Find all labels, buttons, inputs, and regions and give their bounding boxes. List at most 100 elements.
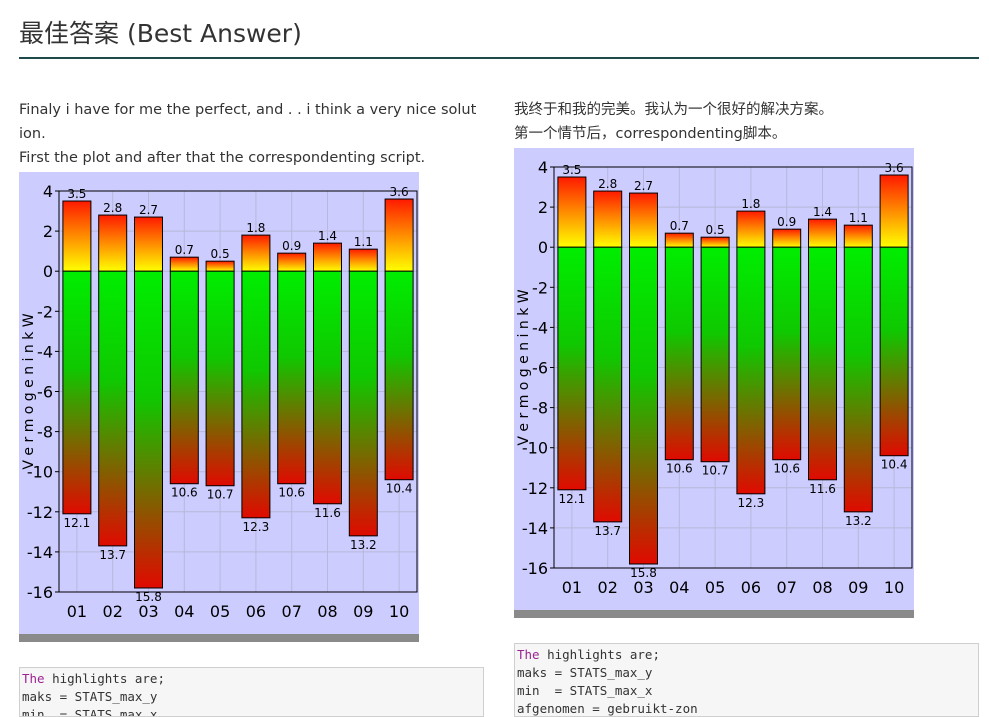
paragraph-line: First the plot and after that the corres…	[19, 150, 426, 166]
paragraph-line: 我终于和我的完美。我认为一个很好的解决方案。	[514, 102, 833, 118]
y-tick-label: -6	[532, 359, 548, 378]
bar-value-label: 3.5	[562, 163, 581, 177]
bar-value-label: 10.6	[278, 486, 305, 500]
bar-value-label: 10.4	[386, 482, 413, 496]
chart-shadow-bar	[19, 634, 419, 642]
bar-negative	[629, 246, 658, 565]
x-tick-label: 04	[174, 602, 194, 621]
bar-value-label: 15.8	[135, 590, 162, 604]
bar-chart-left: 4 2 0 -2 -4 -6 -8 -10 -12 -14 -16 V e r m o g e n i…	[19, 172, 419, 642]
bar-value-label: 0.5	[706, 223, 725, 237]
bar-value-label: 13.7	[594, 524, 621, 538]
bar-value-label: 1.8	[246, 221, 265, 235]
y-axis-label: V e r m o g e n i n k W	[21, 313, 37, 469]
bar-value-label: 12.3	[738, 496, 765, 510]
bar-negative	[808, 246, 837, 481]
bar-negative	[843, 246, 873, 513]
bar-positive	[313, 242, 342, 272]
page-title: 最佳答案 (Best Answer)	[19, 19, 302, 48]
bar-value-label: 1.1	[849, 211, 868, 225]
bar-value-label: 1.4	[318, 229, 337, 243]
y-tick-label: -12	[522, 479, 548, 498]
bar-positive	[700, 236, 730, 248]
bar-positive	[241, 234, 271, 272]
y-tick-label: -4	[532, 318, 548, 337]
bar-chart-right: 4 2 0 -2 -4 -6 -8 -10 -12 -14 -16 V e r m o g e n i…	[514, 148, 914, 618]
y-tick-label: -10	[522, 439, 548, 458]
y-tick-label: -6	[37, 383, 53, 402]
y-tick-label: 2	[43, 222, 53, 241]
bar-value-label: 3.6	[390, 185, 409, 199]
bar-positive	[772, 228, 802, 248]
bar-value-label: 15.8	[630, 566, 657, 580]
code-block-left[interactable]: The highlights are; maks = STATS_max_y m…	[19, 667, 484, 717]
bar-value-label: 10.6	[773, 462, 800, 476]
paragraph-line: Finaly i have for me the perfect, and . …	[19, 102, 477, 118]
y-tick-label: 0	[538, 238, 548, 257]
bar-value-label: 11.6	[314, 506, 341, 520]
bar-value-label: 1.8	[741, 197, 760, 211]
y-tick-label: -10	[27, 463, 53, 482]
y-tick-label: -16	[522, 559, 548, 578]
code-line: maks = STATS_max_y	[517, 665, 653, 680]
bar-negative	[134, 270, 163, 589]
x-tick-label: 07	[282, 602, 302, 621]
bar-positive	[348, 248, 378, 272]
bar-negative	[62, 270, 92, 515]
bar-positive	[557, 176, 587, 248]
bar-positive	[879, 174, 909, 248]
y-axis-label: V e r m o g e n i n k W	[516, 289, 532, 445]
answer-column-chinese: 我终于和我的完美。我认为一个很好的解决方案。 第一个情节后，correspond…	[514, 98, 984, 146]
bar-negative	[879, 246, 909, 457]
bar-value-label: 0.5	[211, 247, 230, 261]
y-tick-label: 2	[538, 198, 548, 217]
x-tick-label: 01	[562, 578, 582, 597]
bar-value-label: 13.2	[845, 514, 872, 528]
bar-value-label: 10.7	[702, 464, 729, 478]
bar-positive	[277, 252, 307, 272]
bar-value-label: 12.1	[64, 516, 91, 530]
bar-negative	[664, 246, 694, 461]
y-tick-label: -4	[37, 342, 53, 361]
bar-negative	[98, 270, 128, 547]
paragraph-line: 第一个情节后，correspondenting脚本。	[514, 126, 787, 142]
x-tick-label: 10	[884, 578, 904, 597]
answer-text: 我终于和我的完美。我认为一个很好的解决方案。 第一个情节后，correspond…	[514, 98, 984, 146]
code-line: min = STATS_max_x	[22, 707, 158, 717]
bar-positive	[384, 198, 414, 272]
bar-value-label: 2.7	[139, 203, 158, 217]
bar-positive	[808, 218, 837, 248]
bar-negative	[277, 270, 307, 485]
code-line: The highlights are;	[22, 671, 165, 686]
bar-positive	[629, 192, 658, 248]
bar-positive	[62, 200, 92, 272]
x-tick-label: 05	[705, 578, 725, 597]
y-tick-label: 0	[43, 262, 53, 281]
bar-negative	[700, 246, 730, 463]
chart-shadow-bar	[514, 610, 914, 618]
bar-negative	[384, 270, 414, 481]
bar-positive	[134, 216, 163, 272]
x-tick-label: 01	[67, 602, 87, 621]
answer-text: Finaly i have for me the perfect, and . …	[19, 98, 489, 170]
bar-negative	[169, 270, 199, 485]
y-tick-label: -16	[27, 583, 53, 602]
x-tick-label: 02	[598, 578, 618, 597]
bar-positive	[98, 214, 128, 272]
bar-value-label: 0.7	[175, 243, 194, 257]
bar-negative	[593, 246, 623, 523]
bar-positive	[205, 260, 235, 272]
bar-value-label: 10.6	[171, 486, 198, 500]
bar-value-label: 12.3	[243, 520, 270, 534]
bar-value-label: 10.6	[666, 462, 693, 476]
bar-negative	[736, 246, 766, 495]
bar-negative	[772, 246, 802, 461]
bar-negative	[348, 270, 378, 537]
x-tick-label: 07	[777, 578, 797, 597]
code-line: min = STATS_max_x	[517, 683, 653, 698]
x-tick-label: 05	[210, 602, 230, 621]
code-block-right[interactable]: The highlights are; maks = STATS_max_y m…	[514, 643, 979, 717]
y-tick-label: -8	[532, 399, 548, 418]
bar-value-label: 2.7	[634, 179, 653, 193]
bar-value-label: 0.7	[670, 219, 689, 233]
